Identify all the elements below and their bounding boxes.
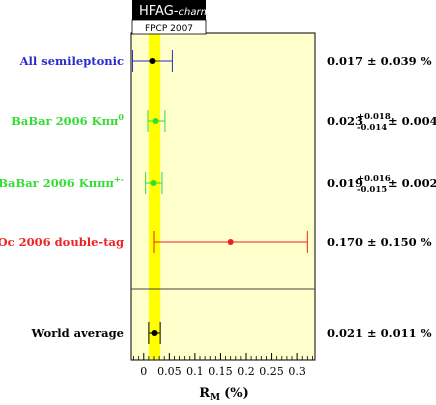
x-tick-label: 0.1: [186, 365, 204, 378]
row-label-text: BaBar 2006 Kπππ: [0, 176, 115, 190]
data-point: [150, 180, 157, 186]
result-stat: ± 0.039: [363, 54, 417, 68]
x-tick-label: 0.25: [259, 365, 284, 378]
row-label-text: CLEOc 2006 double-tag: [0, 235, 124, 249]
row-label: CLEOc 2006 double-tag: [0, 235, 124, 249]
badge-title-sub: charm: [179, 7, 211, 18]
x-tick-label: 0.2: [237, 365, 255, 378]
x-tick-label: 0.15: [208, 365, 233, 378]
x-axis-title-unit: (%): [224, 386, 249, 401]
row-label-text: BaBar 2006 Kππ: [11, 114, 119, 128]
average-band: [148, 34, 161, 359]
plot-area: [130, 32, 316, 361]
row-label-sup: 0: [118, 112, 124, 122]
data-point: [151, 330, 158, 336]
badge-subtitle-box: [131, 19, 207, 35]
result-central: 0.021: [327, 326, 363, 340]
result-central: 0.019: [327, 176, 363, 190]
row-label-sup2: -: [121, 174, 124, 184]
data-point: [227, 239, 234, 245]
row-result: 0.021 ± 0.011 %: [327, 326, 432, 340]
x-axis-title-main: R: [199, 386, 210, 401]
badge-subtitle: FPCP 2007: [145, 24, 193, 34]
row-result: 0.170 ± 0.150 %: [327, 235, 432, 249]
row-label: World average: [31, 326, 124, 340]
badge-title-main: HFAG-: [139, 4, 179, 19]
row-label-text: World average: [31, 326, 124, 340]
x-tick-label: 0: [140, 365, 147, 378]
data-point: [152, 118, 159, 124]
row-result: 0.017 ± 0.039 %: [327, 54, 432, 68]
result-stat: ± 0.150: [363, 235, 417, 249]
result-unit: %: [417, 326, 432, 340]
row-label: All semileptonic: [19, 54, 124, 68]
row-label: BaBar 2006 Kππ0: [11, 112, 124, 128]
data-point: [149, 58, 156, 64]
result-central: 0.023: [327, 114, 363, 128]
result-stat-down: -0.015: [357, 185, 387, 195]
result-unit: %: [417, 235, 432, 249]
x-axis-title-sub: M: [210, 393, 220, 403]
hfag-badge: HFAG-charm FPCP 2007: [131, 0, 211, 35]
result-central: 0.017: [327, 54, 363, 68]
row-label-text: All semileptonic: [19, 54, 124, 68]
badge-title: HFAG-charm: [139, 4, 211, 19]
result-central: 0.170: [327, 235, 363, 249]
result-stat-down: -0.014: [357, 123, 387, 133]
row-result: 0.019+0.016-0.015 ± 0.002 %: [327, 174, 436, 195]
result-unit: %: [417, 54, 432, 68]
result-stat-up: +0.018: [357, 112, 391, 122]
x-axis-title: RM (%): [199, 386, 248, 403]
x-tick-label: 0.05: [157, 365, 182, 378]
x-tick-label: 0.3: [288, 365, 306, 378]
result-stat-up: +0.016: [357, 174, 391, 184]
row-result: 0.023+0.018-0.014 ± 0.004 %: [327, 112, 436, 133]
row-label: BaBar 2006 Kπππ+-: [0, 174, 124, 190]
result-syst: ± 0.002: [384, 176, 436, 190]
badge-title-box: [132, 0, 206, 20]
row-label-sup: +: [114, 174, 121, 184]
result-syst: ± 0.004: [384, 114, 436, 128]
result-stat: ± 0.011: [363, 326, 417, 340]
